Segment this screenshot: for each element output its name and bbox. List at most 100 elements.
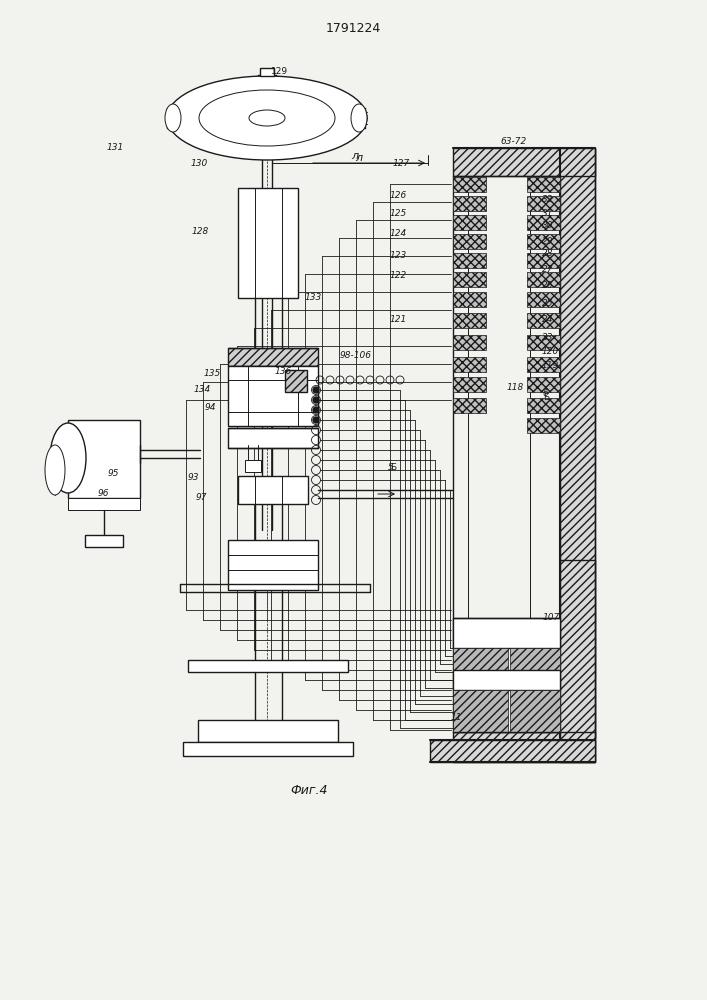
- Bar: [285, 370, 307, 392]
- Text: 97: 97: [196, 493, 207, 502]
- Text: 135: 135: [204, 368, 221, 377]
- Text: 129: 129: [271, 68, 288, 77]
- Bar: [510, 690, 560, 732]
- Text: 136: 136: [275, 367, 292, 376]
- Text: 128: 128: [192, 228, 209, 236]
- Text: 126: 126: [390, 190, 407, 200]
- Bar: [453, 148, 595, 176]
- Bar: [527, 418, 560, 433]
- Circle shape: [313, 417, 319, 423]
- Text: 130: 130: [191, 158, 209, 167]
- Bar: [68, 498, 140, 510]
- Bar: [527, 398, 560, 413]
- Text: 31: 31: [542, 209, 554, 218]
- Ellipse shape: [50, 423, 86, 493]
- Bar: [228, 428, 318, 448]
- Text: 123: 123: [390, 251, 407, 260]
- Ellipse shape: [199, 90, 335, 146]
- Ellipse shape: [165, 104, 181, 132]
- Text: 125: 125: [390, 209, 407, 218]
- Bar: [453, 272, 486, 287]
- Circle shape: [313, 407, 319, 413]
- Bar: [453, 335, 486, 350]
- Text: 29: 29: [542, 236, 554, 245]
- Text: 133: 133: [305, 294, 322, 302]
- Text: л: л: [355, 153, 362, 163]
- Text: 63-72: 63-72: [500, 137, 526, 146]
- Text: 124: 124: [390, 229, 407, 237]
- Text: 131: 131: [107, 143, 124, 152]
- Bar: [453, 196, 486, 211]
- Bar: [453, 253, 486, 268]
- Text: 1791224: 1791224: [325, 21, 380, 34]
- Text: 11: 11: [451, 714, 462, 722]
- Text: 121: 121: [390, 316, 407, 324]
- Text: 26: 26: [542, 282, 554, 290]
- Text: 122: 122: [390, 270, 407, 279]
- Text: 30: 30: [542, 222, 554, 231]
- Bar: [198, 720, 338, 742]
- Bar: [527, 215, 560, 230]
- Text: 24: 24: [542, 316, 554, 324]
- Text: 94: 94: [205, 403, 216, 412]
- Bar: [560, 560, 595, 762]
- Bar: [453, 618, 560, 648]
- Text: 98-106: 98-106: [340, 352, 372, 360]
- Bar: [453, 357, 486, 372]
- Ellipse shape: [45, 445, 65, 495]
- Bar: [453, 732, 595, 762]
- Bar: [453, 215, 486, 230]
- Text: 32: 32: [542, 196, 554, 205]
- Bar: [527, 335, 560, 350]
- Bar: [453, 690, 508, 732]
- Bar: [453, 398, 486, 413]
- Bar: [527, 377, 560, 392]
- Bar: [228, 366, 318, 426]
- Text: 27: 27: [542, 264, 554, 273]
- Bar: [560, 148, 595, 738]
- Bar: [453, 234, 486, 249]
- Bar: [453, 648, 508, 670]
- Text: Б: Б: [543, 393, 549, 402]
- Circle shape: [313, 397, 319, 403]
- Text: 23: 23: [542, 332, 554, 342]
- Text: 96: 96: [98, 488, 110, 497]
- Text: 119: 119: [542, 361, 559, 370]
- Bar: [183, 742, 353, 756]
- Text: 5: 5: [388, 464, 394, 473]
- Bar: [453, 377, 486, 392]
- Bar: [527, 177, 560, 192]
- Bar: [510, 648, 560, 670]
- Circle shape: [313, 387, 319, 393]
- Bar: [527, 272, 560, 287]
- Bar: [238, 476, 308, 504]
- Bar: [260, 68, 274, 76]
- Bar: [527, 253, 560, 268]
- Bar: [527, 234, 560, 249]
- Text: 93: 93: [188, 474, 199, 483]
- Text: л: л: [351, 151, 358, 161]
- Bar: [453, 670, 560, 690]
- Bar: [527, 292, 560, 307]
- Text: 95: 95: [108, 468, 119, 478]
- Bar: [85, 535, 123, 547]
- Bar: [228, 540, 318, 590]
- Text: Б: Б: [390, 464, 396, 473]
- Bar: [527, 357, 560, 372]
- Text: 134: 134: [194, 385, 211, 394]
- Bar: [527, 313, 560, 328]
- Bar: [245, 460, 261, 472]
- Text: 127: 127: [393, 158, 410, 167]
- Text: 118: 118: [507, 383, 525, 392]
- Bar: [527, 196, 560, 211]
- Bar: [430, 740, 595, 762]
- Text: 107: 107: [543, 612, 560, 621]
- Ellipse shape: [249, 110, 285, 126]
- Text: 25: 25: [542, 298, 554, 308]
- Bar: [453, 313, 486, 328]
- Bar: [68, 420, 140, 498]
- Ellipse shape: [167, 76, 367, 160]
- Ellipse shape: [351, 104, 367, 132]
- Bar: [188, 660, 348, 672]
- Bar: [453, 177, 486, 192]
